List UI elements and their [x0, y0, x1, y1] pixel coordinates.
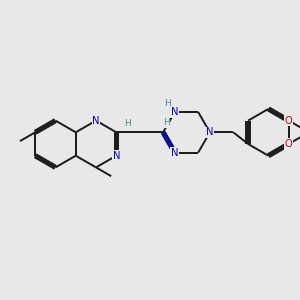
Text: O: O	[285, 116, 292, 126]
Text: N: N	[171, 107, 178, 117]
Text: N: N	[171, 148, 178, 158]
Text: O: O	[285, 139, 292, 149]
Text: N: N	[92, 116, 100, 126]
Text: H: H	[164, 99, 171, 108]
Text: N: N	[112, 151, 120, 161]
Text: N: N	[206, 127, 214, 137]
Text: H: H	[163, 118, 170, 127]
Text: H: H	[124, 119, 131, 128]
